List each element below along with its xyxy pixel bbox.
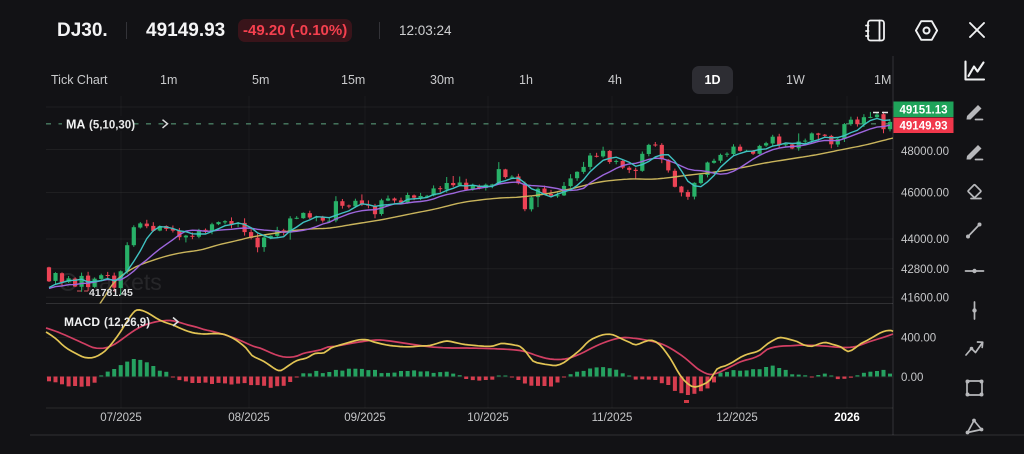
svg-text:(12,26,9): (12,26,9) [104, 317, 150, 329]
svg-text:41781.45: 41781.45 [89, 287, 133, 299]
svg-text:08/2025: 08/2025 [228, 412, 270, 424]
svg-text:11/2025: 11/2025 [592, 412, 633, 424]
svg-text:(5,10,30): (5,10,30) [89, 120, 135, 132]
svg-text:10/2025: 10/2025 [467, 412, 509, 424]
svg-text:2026: 2026 [834, 412, 860, 424]
svg-text:41600.00: 41600.00 [901, 292, 949, 304]
svg-text:46000.00: 46000.00 [901, 188, 949, 200]
svg-text:44000.00: 44000.00 [901, 234, 949, 246]
svg-text:MACD: MACD [64, 315, 100, 329]
svg-text:12/2025: 12/2025 [716, 412, 758, 424]
svg-text:49151.13: 49151.13 [900, 104, 948, 116]
svg-text:09/2025: 09/2025 [344, 412, 386, 424]
svg-text:48000.00: 48000.00 [901, 146, 949, 158]
svg-text:07/2025: 07/2025 [100, 412, 142, 424]
svg-text:49149.93: 49149.93 [900, 120, 948, 132]
svg-text:MA: MA [66, 118, 85, 132]
svg-text:0.00: 0.00 [901, 372, 923, 384]
svg-text:42800.00: 42800.00 [901, 264, 949, 276]
svg-text:400.00: 400.00 [901, 333, 936, 345]
